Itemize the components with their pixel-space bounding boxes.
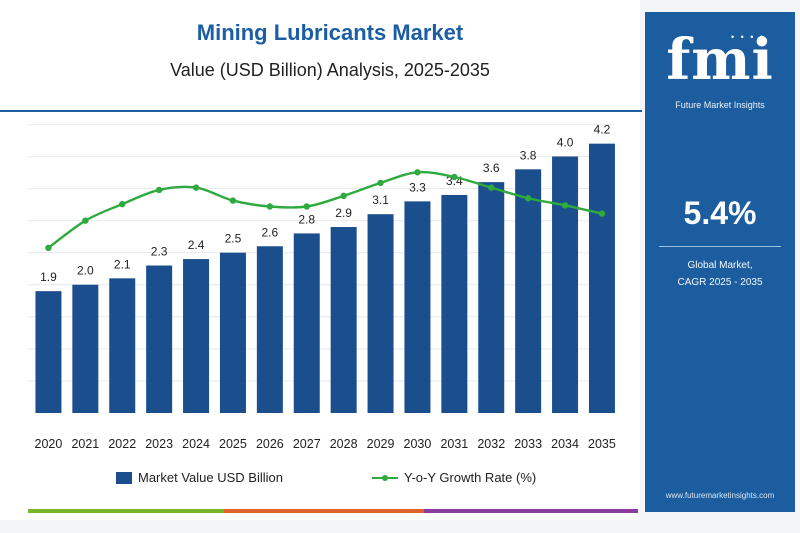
cagr-value: 5.4% xyxy=(683,195,757,231)
bar-value-label: 2.1 xyxy=(114,257,131,271)
growth-point xyxy=(377,179,384,187)
legend-line-swatch xyxy=(372,472,398,484)
bar xyxy=(330,227,357,413)
chart-legend: Market Value USD Billion Y-o-Y Growth Ra… xyxy=(0,470,640,490)
fmi-logo: • • • • fmi Future Market Insights xyxy=(661,26,779,116)
bar xyxy=(256,246,283,413)
x-tick-label: 2027 xyxy=(293,437,321,451)
bar-value-label: 2.6 xyxy=(262,225,279,239)
x-tick-label: 2022 xyxy=(108,437,136,451)
x-tick-label: 2025 xyxy=(219,437,247,451)
bar-value-label: 2.0 xyxy=(77,264,94,278)
logo-dots: • • • • xyxy=(731,32,766,42)
growth-point xyxy=(82,217,89,224)
bar xyxy=(404,201,431,413)
cagr-divider xyxy=(659,246,781,247)
x-tick-label: 2028 xyxy=(330,437,358,451)
bar-value-label: 2.9 xyxy=(335,206,352,220)
cagr-label-line1: Global Market, xyxy=(687,260,753,271)
bar-value-label: 2.8 xyxy=(298,212,315,226)
bottom-strip-green xyxy=(28,509,224,513)
legend-bar-label: Market Value USD Billion xyxy=(138,470,283,485)
chart-subtitle: Value (USD Billion) Analysis, 2025-2035 xyxy=(170,60,490,80)
title-divider xyxy=(0,110,642,112)
growth-point xyxy=(192,184,200,191)
bar-line-chart: 1.9 2.0 2.12.3 2.4 2.5 2.62.8 2.93.13.3 3.43.63… xyxy=(28,123,616,451)
bar xyxy=(219,252,246,413)
growth-line xyxy=(47,170,603,249)
bar xyxy=(293,233,320,413)
x-tick-label: 2030 xyxy=(404,437,432,451)
bar-value-label: 2.3 xyxy=(151,245,168,259)
growth-point xyxy=(598,210,606,217)
bar-value-label: 4.2 xyxy=(594,123,611,137)
x-tick-label: 2029 xyxy=(367,437,395,451)
bar-value-label: 3.3 xyxy=(409,180,426,194)
bar xyxy=(552,156,579,413)
x-tick-label: 2034 xyxy=(551,437,579,451)
bar xyxy=(109,278,136,413)
bar-value-label: 3.1 xyxy=(372,193,389,207)
bar-series xyxy=(35,143,615,414)
summary-panel: • • • • fmi Future Market Insights 5.4% … xyxy=(645,12,795,512)
growth-point xyxy=(561,202,569,209)
bar-value-label: 3.6 xyxy=(483,161,500,175)
growth-point xyxy=(451,173,458,181)
growth-point xyxy=(340,192,347,200)
growth-line-series xyxy=(45,169,606,251)
bar xyxy=(146,265,173,413)
bar-value-labels: 1.9 2.0 2.12.3 2.4 2.5 2.62.8 2.93.13.3 3.43.63… xyxy=(40,123,611,284)
legend-bar-swatch xyxy=(116,471,132,484)
bar xyxy=(183,259,210,413)
logo-mark: fmi xyxy=(666,27,774,93)
bottom-strip-purple xyxy=(424,509,638,513)
legend-item-line: Y-o-Y Growth Rate (%) xyxy=(372,470,536,485)
x-tick-label: 2020 xyxy=(35,437,63,451)
bar-value-label: 2.4 xyxy=(188,238,205,252)
bar xyxy=(35,291,62,413)
chart-title: Mining Lubricants Market xyxy=(196,20,464,45)
x-axis-ticks: 2020 2021 2022 2023 2024 2025 2026 2027 2028 2029… xyxy=(35,437,616,451)
bar xyxy=(441,194,468,413)
growth-point xyxy=(524,195,532,202)
growth-point xyxy=(266,203,274,210)
bar-value-label: 1.9 xyxy=(40,270,57,284)
x-tick-label: 2031 xyxy=(440,437,468,451)
logo-tagline: Future Market Insights xyxy=(675,100,765,110)
x-tick-label: 2021 xyxy=(71,437,99,451)
cagr-label: Global Market, CAGR 2025 - 2035 xyxy=(645,257,795,291)
bar xyxy=(515,169,542,413)
growth-point xyxy=(488,184,495,191)
x-tick-label: 2035 xyxy=(588,437,616,451)
legend-item-bars: Market Value USD Billion xyxy=(116,470,283,485)
bar xyxy=(588,143,615,414)
x-tick-label: 2024 xyxy=(182,437,210,451)
growth-point xyxy=(119,200,126,208)
bar xyxy=(72,284,99,413)
x-tick-label: 2032 xyxy=(477,437,505,451)
cagr-label-line2: CAGR 2025 - 2035 xyxy=(677,277,763,288)
bar xyxy=(478,182,505,413)
bottom-strip-orange xyxy=(224,509,424,513)
growth-point xyxy=(45,244,52,251)
bar-value-label: 3.8 xyxy=(520,148,537,162)
footer-url: www.futuremarketinsights.com xyxy=(665,491,775,500)
bar-value-label: 2.5 xyxy=(225,232,242,246)
growth-point xyxy=(303,203,310,210)
growth-point xyxy=(229,197,237,204)
x-tick-label: 2026 xyxy=(256,437,284,451)
bar-value-label: 4.0 xyxy=(557,135,574,149)
legend-line-label: Y-o-Y Growth Rate (%) xyxy=(404,470,537,485)
bar xyxy=(367,214,394,413)
growth-point xyxy=(414,169,421,176)
x-tick-label: 2023 xyxy=(145,437,173,451)
x-tick-label: 2033 xyxy=(514,437,542,451)
growth-point xyxy=(155,186,163,194)
